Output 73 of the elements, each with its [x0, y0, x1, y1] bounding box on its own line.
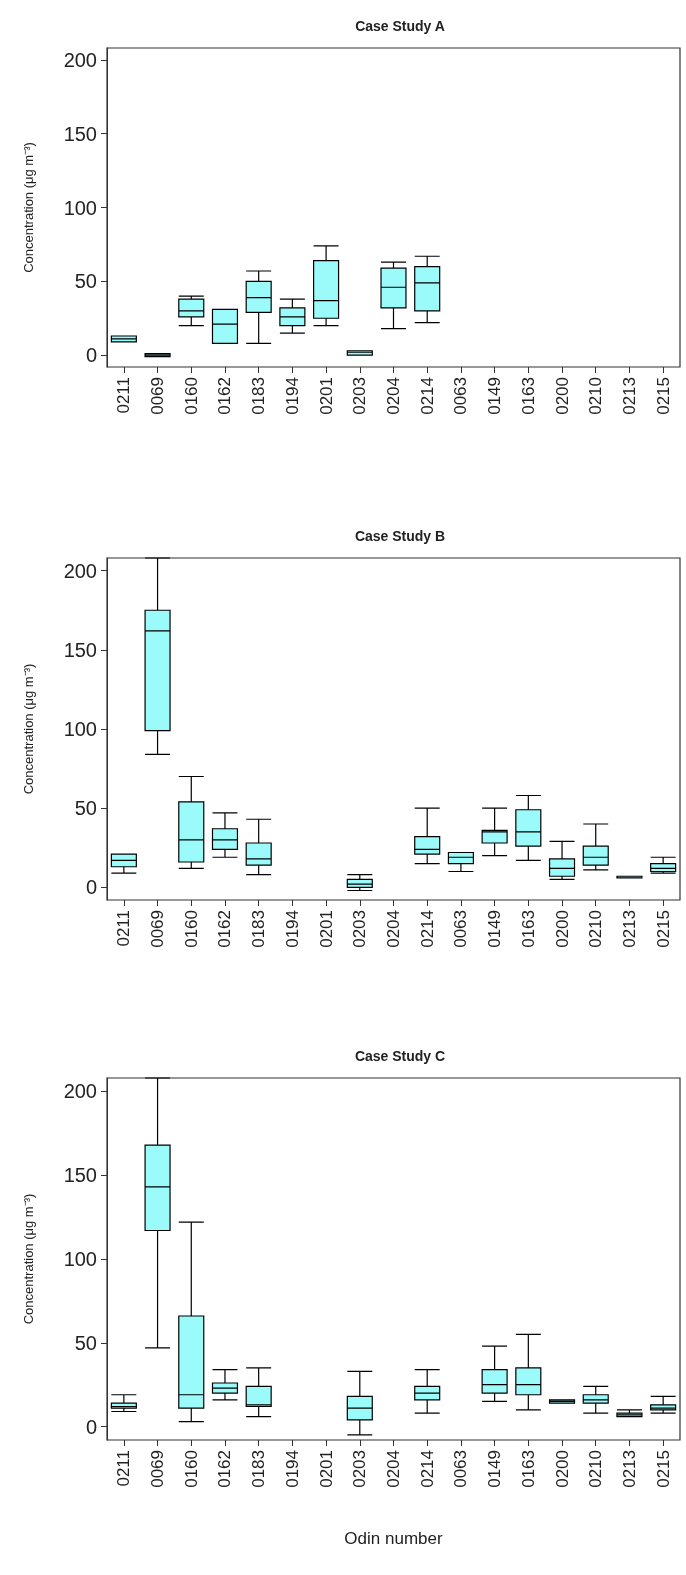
y-axis-title: Concentration (μg m⁻³) [21, 1193, 36, 1325]
x-tick-label: 0203 [350, 1450, 370, 1488]
x-tick-label: 0162 [215, 1450, 235, 1488]
x-tick-label: 0183 [249, 377, 269, 415]
x-tick-label: 0069 [148, 377, 168, 415]
y-tick-label: 100 [63, 718, 97, 740]
chart-title: Case Study B [354, 528, 446, 544]
y-tick-label: 100 [63, 1248, 97, 1270]
y-tick-label: 0 [85, 876, 97, 899]
x-tick-label: 0211 [114, 1450, 134, 1487]
x-tick-label: 0215 [653, 377, 673, 415]
x-tick-label: 0194 [282, 910, 302, 948]
x-axis-title: Odin number [344, 1529, 443, 1548]
y-axis-title: Concentration (μg m⁻³) [21, 663, 36, 795]
y-tick-label: 150 [63, 1164, 97, 1187]
y-tick-label: 150 [63, 638, 97, 661]
x-tick-label: 0063 [451, 910, 471, 948]
x-tick-label: 0213 [619, 377, 639, 415]
x-tick-label: 0211 [114, 377, 134, 414]
x-tick-label: 0160 [181, 377, 201, 415]
x-tick-label: 0200 [552, 1450, 572, 1488]
y-tick-label: 0 [85, 344, 97, 367]
y-tick-label: 50 [74, 270, 97, 293]
x-tick-label: 0203 [350, 910, 370, 948]
x-tick-label: 0201 [316, 910, 336, 948]
x-tick-label: 0214 [417, 1450, 437, 1488]
x-tick-label: 0203 [350, 377, 370, 415]
x-tick-label: 0210 [586, 377, 606, 415]
y-axis-title: Concentration (μg m⁻³) [21, 142, 36, 273]
x-tick-label: 0215 [653, 1450, 673, 1488]
x-tick-label: 0149 [485, 377, 505, 415]
x-tick-label: 0149 [485, 1450, 505, 1488]
x-tick-label: 0069 [148, 910, 168, 948]
x-tick-label: 0063 [451, 1450, 471, 1488]
chart-title: Case Study A [355, 18, 445, 34]
x-tick-label: 0162 [215, 377, 235, 415]
x-tick-label: 0215 [653, 910, 673, 948]
y-tick-label: 150 [63, 122, 97, 145]
x-tick-label: 0214 [417, 377, 437, 415]
x-tick-label: 0194 [282, 1450, 302, 1488]
y-tick-label: 50 [74, 797, 97, 820]
x-tick-label: 0163 [518, 910, 538, 948]
x-tick-label: 0194 [282, 377, 302, 415]
x-tick-label: 0200 [552, 377, 572, 415]
x-tick-label: 0214 [417, 910, 437, 948]
x-tick-label: 0160 [181, 910, 201, 948]
y-tick-label: 200 [63, 559, 97, 582]
y-tick-label: 100 [63, 196, 97, 219]
x-tick-label: 0069 [148, 1450, 168, 1488]
x-tick-label: 0163 [518, 1450, 538, 1488]
y-tick-label: 0 [85, 1415, 97, 1438]
x-tick-label: 0201 [316, 1450, 336, 1488]
x-tick-label: 0162 [215, 910, 235, 948]
x-tick-label: 0163 [518, 377, 538, 415]
x-tick-label: 0201 [316, 377, 336, 415]
x-tick-label: 0183 [249, 1450, 269, 1488]
x-tick-label: 0210 [586, 910, 606, 948]
x-tick-label: 0200 [552, 910, 572, 948]
x-tick-label: 0213 [619, 1450, 639, 1488]
x-tick-label: 0204 [384, 1450, 403, 1488]
y-tick-label: 200 [63, 1080, 97, 1103]
y-tick-label: 200 [63, 48, 97, 71]
x-tick-label: 0204 [384, 377, 403, 415]
x-tick-label: 0149 [485, 910, 505, 948]
x-tick-label: 0213 [619, 910, 639, 948]
chart-title: Case Study C [354, 1048, 446, 1064]
x-tick-label: 0183 [249, 910, 269, 948]
y-tick-label: 50 [74, 1331, 97, 1354]
x-tick-label: 0160 [181, 1450, 201, 1488]
x-tick-label: 0211 [114, 910, 134, 947]
x-tick-label: 0204 [384, 910, 403, 948]
x-tick-label: 0063 [451, 377, 471, 415]
x-tick-label: 0210 [586, 1450, 606, 1488]
